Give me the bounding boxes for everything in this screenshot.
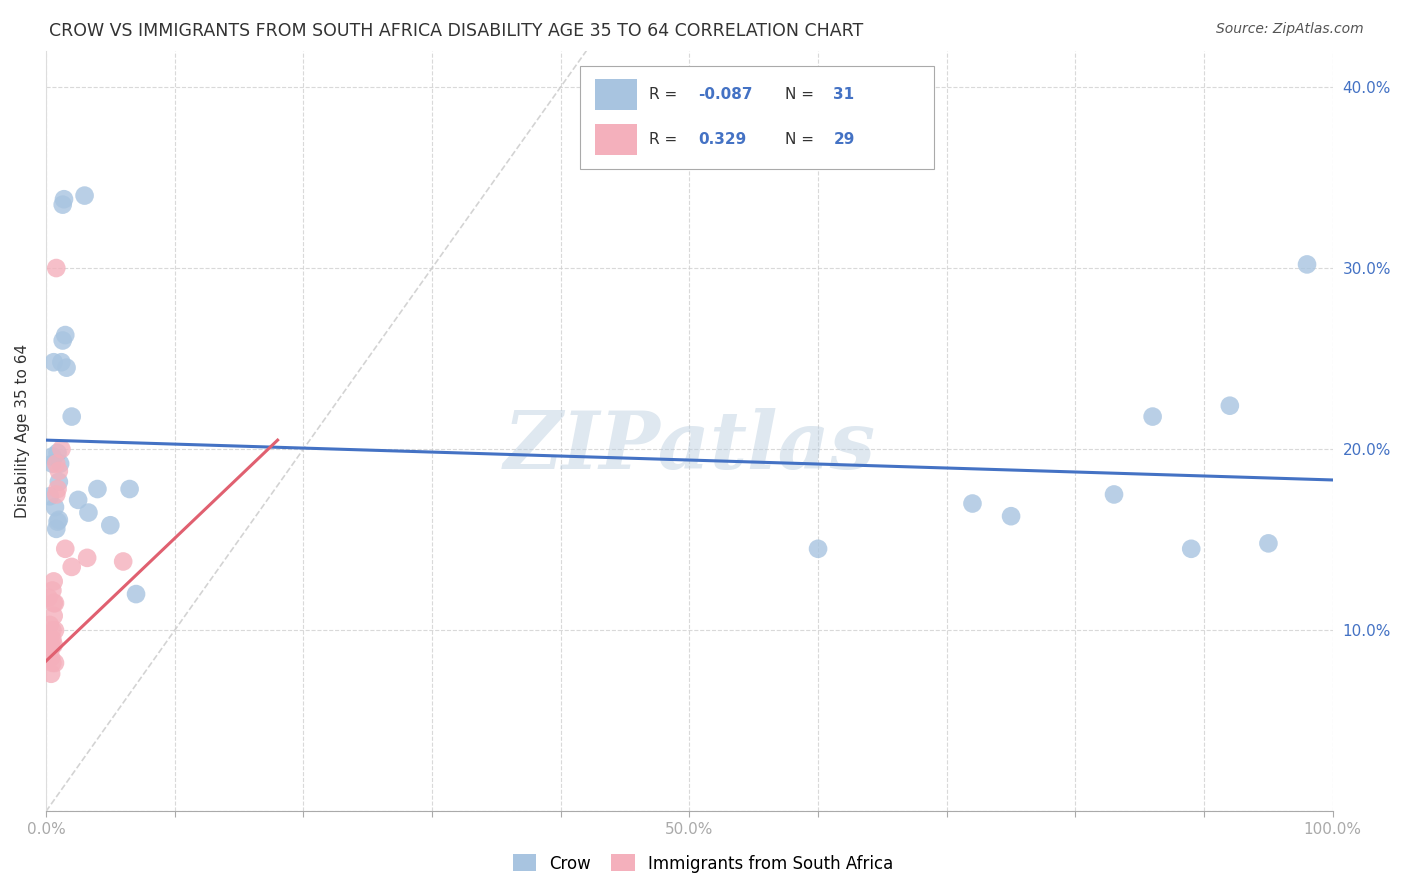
Point (38, 591, 60, 605)
Text: 31: 31 (834, 87, 855, 103)
Point (46, 446, 69, 460)
Text: N =: N = (785, 132, 818, 147)
Point (1000, 509, 1022, 524)
Point (42, 596, 65, 610)
Point (41, 450, 63, 464)
Point (53, 192, 76, 206)
Point (1296, 257, 1319, 271)
Point (38, 631, 60, 645)
Point (1142, 409, 1164, 424)
Point (52, 334, 75, 348)
Point (76, 550, 98, 565)
Point (962, 496, 984, 510)
Point (38, 634, 60, 648)
Point (1102, 487, 1125, 501)
Point (1219, 399, 1241, 413)
Point (41, 583, 63, 598)
Point (45, 260, 67, 275)
Point (38, 489, 60, 503)
Text: CROW VS IMMIGRANTS FROM SOUTH AFRICA DISABILITY AGE 35 TO 64 CORRELATION CHART: CROW VS IMMIGRANTS FROM SOUTH AFRICA DIS… (49, 22, 863, 40)
Text: Source: ZipAtlas.com: Source: ZipAtlas.com (1216, 22, 1364, 37)
Point (67, 492, 90, 507)
Text: 29: 29 (834, 132, 855, 147)
Point (49, 457, 72, 471)
Point (53, 328, 76, 343)
Point (51, 442, 73, 457)
Point (77, 506, 100, 520)
Point (42, 638, 65, 652)
Point (39, 641, 62, 656)
Point (39, 650, 62, 665)
Point (60, 409, 83, 424)
FancyBboxPatch shape (595, 125, 637, 155)
Point (53, 541, 76, 556)
Text: R =: R = (650, 132, 688, 147)
Point (44, 656, 66, 670)
Point (112, 554, 135, 568)
Point (45, 487, 67, 501)
Point (73, 188, 96, 202)
Point (46, 482, 69, 496)
Point (39, 638, 62, 652)
Point (41, 656, 63, 670)
Point (44, 596, 66, 610)
Point (86, 482, 108, 496)
Point (42, 608, 65, 623)
Point (45, 457, 67, 471)
Point (48, 475, 70, 489)
Point (1180, 541, 1202, 556)
Point (46, 515, 69, 529)
Point (98, 518, 121, 533)
Point (48, 464, 70, 478)
Text: 0.329: 0.329 (699, 132, 747, 147)
Point (52, 197, 75, 211)
Point (1257, 536, 1279, 550)
Text: ZIPatlas: ZIPatlas (503, 408, 876, 485)
Point (51, 355, 73, 369)
Point (60, 560, 83, 574)
Point (41, 624, 63, 638)
Legend: Crow, Immigrants from South Africa: Crow, Immigrants from South Africa (506, 847, 900, 880)
Point (55, 360, 77, 375)
Point (44, 500, 66, 515)
Y-axis label: Disability Age 35 to 64: Disability Age 35 to 64 (15, 344, 30, 518)
Point (125, 587, 148, 601)
Point (41, 457, 63, 471)
Point (41, 632, 63, 647)
Text: R =: R = (650, 87, 682, 103)
Point (44, 624, 66, 638)
FancyBboxPatch shape (581, 66, 934, 169)
Point (45, 522, 67, 536)
Point (42, 574, 65, 589)
Point (38, 618, 60, 632)
FancyBboxPatch shape (595, 79, 637, 110)
Point (42, 355, 65, 369)
Point (48, 513, 70, 527)
Text: N =: N = (785, 87, 818, 103)
Point (807, 541, 830, 556)
Point (118, 482, 141, 496)
Point (39, 666, 62, 681)
Text: -0.087: -0.087 (699, 87, 752, 103)
